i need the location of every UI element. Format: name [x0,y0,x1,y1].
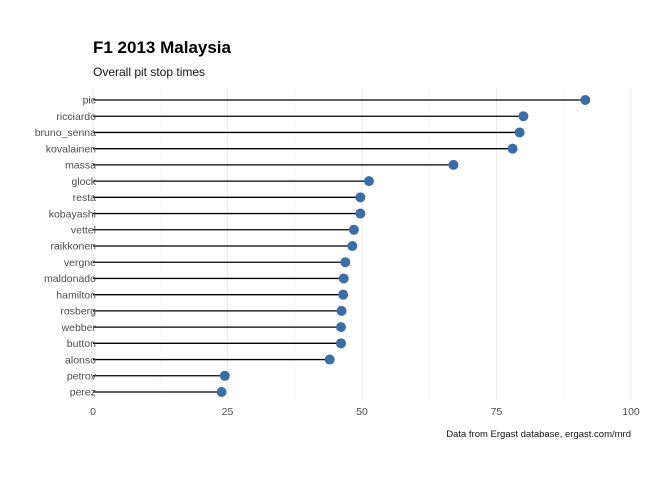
data-points [216,95,591,397]
y-label-vergne: vergne [64,257,96,269]
point-webber [336,322,347,333]
point-maldonado [338,273,349,284]
y-label-pic: pic [83,95,96,107]
y-label-alonso: alonso [65,354,96,366]
point-raikkonen [347,241,358,251]
y-label-glock: glock [71,176,96,188]
stems [93,99,586,393]
point-alonso [324,354,335,365]
y-label-ricciardo: ricciardo [56,111,96,123]
point-kovalainen [507,143,518,154]
y-label-kobayashi: kobayashi [49,208,96,220]
y-label-petrov: petrov [67,370,97,382]
point-glock [363,176,374,187]
point-hamilton [338,289,349,300]
point-bruno_senna [514,127,525,138]
point-pic [580,95,591,105]
point-rosberg [336,305,347,316]
x-tick-label: 50 [356,406,368,418]
point-perez [216,387,227,397]
y-label-vettel: vettel [71,224,96,236]
chart-title: F1 2013 Malaysia [93,38,232,57]
y-label-massa: massa [65,160,96,172]
y-label-resta: resta [73,192,97,204]
y-label-maldonado: maldonado [44,273,96,285]
point-vergne [340,257,351,268]
point-kobayashi [355,208,366,219]
chart-caption: Data from Ergast database, ergast.com/mr… [446,429,631,440]
point-resta [355,192,366,203]
y-label-hamilton: hamilton [56,289,96,301]
point-ricciardo [518,111,529,122]
y-label-bruno_senna: bruno_senna [35,127,96,139]
x-tick-label: 75 [491,406,503,418]
y-label-perez: perez [70,387,96,399]
x-tick-label: 100 [622,406,640,418]
y-label-raikkonen: raikkonen [50,241,96,253]
y-label-kovalainen: kovalainen [46,143,96,155]
chart-subtitle: Overall pit stop times [93,65,205,79]
y-label-rosberg: rosberg [60,306,96,318]
point-petrov [219,370,230,381]
point-massa [448,159,459,170]
grid-lines [92,88,632,400]
y-label-button: button [67,338,96,350]
x-tick-label: 25 [222,406,234,418]
y-label-webber: webber [61,322,97,334]
point-button [336,338,347,349]
x-tick-label: 0 [90,406,96,418]
point-vettel [348,224,359,235]
x-axis-labels: 0 25 50 75 100 [90,406,640,418]
y-axis-labels: pic ricciardo bruno_senna kovalainen massa gl… [35,95,97,399]
